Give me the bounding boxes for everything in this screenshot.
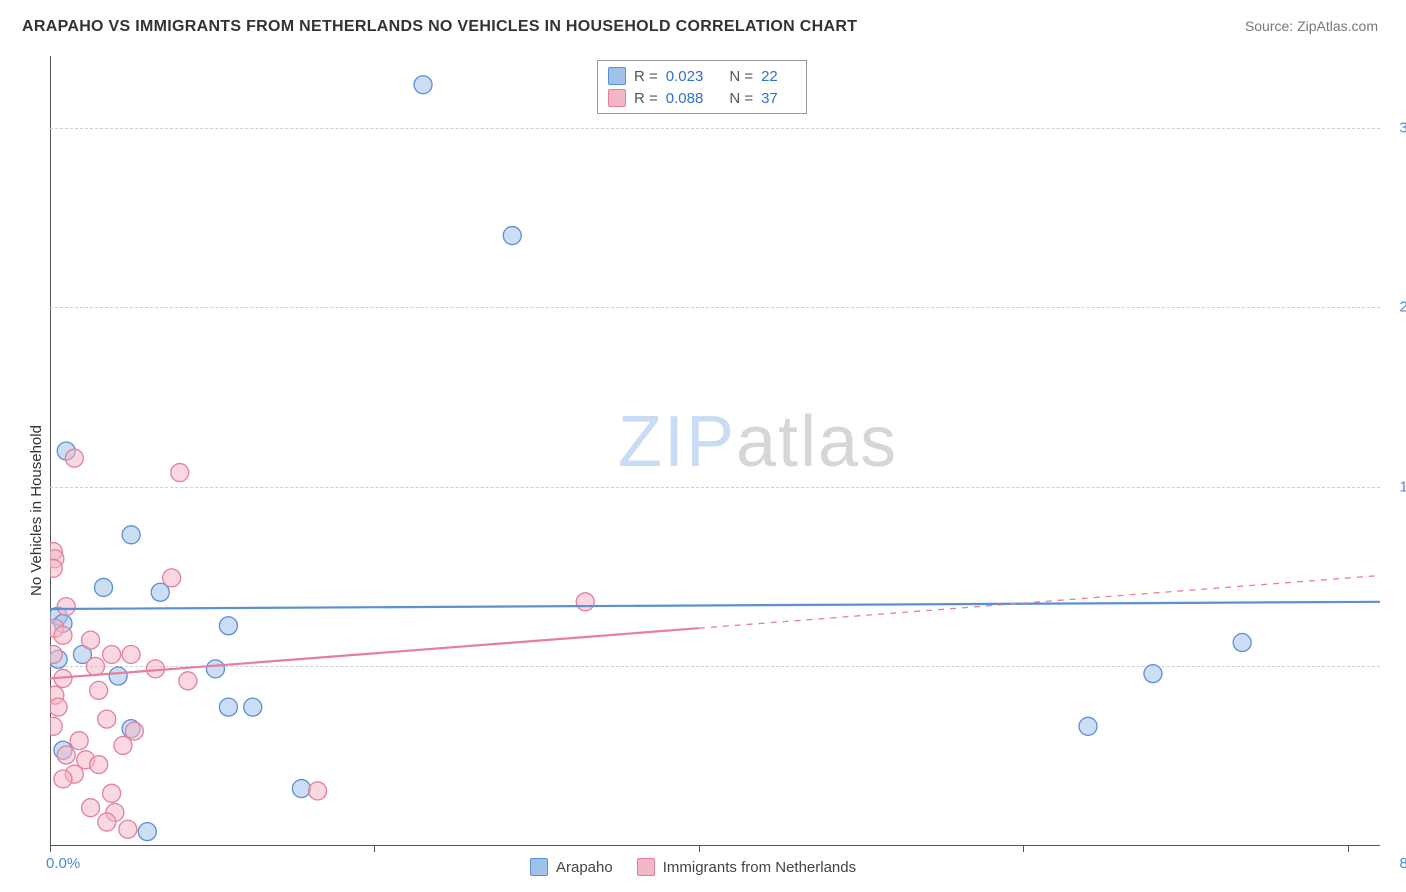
scatter-point (50, 698, 67, 716)
source-link[interactable]: ZipAtlas.com (1297, 18, 1378, 34)
scatter-point (82, 799, 100, 817)
trend-line-solid (50, 602, 1380, 609)
scatter-point (90, 756, 108, 774)
legend-r-value-1: 0.088 (666, 90, 704, 107)
chart-container: ARAPAHO VS IMMIGRANTS FROM NETHERLANDS N… (0, 0, 1406, 892)
scatter-point (244, 698, 262, 716)
scatter-point (414, 76, 432, 94)
scatter-point (309, 782, 327, 800)
scatter-point (70, 732, 88, 750)
legend-bottom-swatch-1 (637, 858, 655, 876)
scatter-point (103, 645, 121, 663)
scatter-point (50, 645, 62, 663)
legend-stats-box: R = 0.023 N = 22 R = 0.088 N = 37 (597, 60, 807, 114)
scatter-point (50, 717, 62, 735)
x-tick-mark (699, 846, 700, 852)
x-tick-mark (374, 846, 375, 852)
trend-line-solid (50, 628, 699, 678)
scatter-point (1144, 665, 1162, 683)
scatter-point (103, 784, 121, 802)
legend-bottom-swatch-0 (530, 858, 548, 876)
scatter-point (122, 526, 140, 544)
scatter-point (57, 746, 75, 764)
scatter-point (54, 770, 72, 788)
scatter-point (219, 698, 237, 716)
scatter-point (171, 464, 189, 482)
plot-area: 7.5%15.0%22.5%30.0% No Vehicles in House… (50, 56, 1380, 846)
legend-n-value-1: 37 (761, 90, 778, 107)
chart-svg (50, 56, 1380, 846)
scatter-point (54, 626, 72, 644)
scatter-point (98, 710, 116, 728)
scatter-point (576, 593, 594, 611)
y-axis-label: No Vehicles in Household (28, 425, 45, 596)
legend-swatch-0 (608, 67, 626, 85)
scatter-point (138, 823, 156, 841)
scatter-point (163, 569, 181, 587)
scatter-point (1079, 717, 1097, 735)
scatter-point (90, 681, 108, 699)
source-attribution: Source: ZipAtlas.com (1245, 18, 1378, 34)
x-axis-start-label: 0.0% (46, 855, 80, 872)
legend-bottom: Arapaho Immigrants from Netherlands (530, 858, 856, 876)
legend-stats-row-0: R = 0.023 N = 22 (608, 65, 796, 87)
legend-bottom-item-0: Arapaho (530, 858, 613, 876)
scatter-point (1233, 634, 1251, 652)
legend-bottom-item-1: Immigrants from Netherlands (637, 858, 856, 876)
scatter-point (292, 780, 310, 798)
scatter-point (82, 631, 100, 649)
scatter-point (503, 227, 521, 245)
scatter-point (50, 559, 62, 577)
scatter-point (57, 598, 75, 616)
scatter-point (119, 820, 137, 838)
legend-r-value-0: 0.023 (666, 68, 704, 85)
y-tick-label: 22.5% (1399, 299, 1406, 316)
legend-r-label-1: R = (634, 90, 658, 107)
scatter-point (179, 672, 197, 690)
x-tick-mark (1348, 846, 1349, 852)
chart-title: ARAPAHO VS IMMIGRANTS FROM NETHERLANDS N… (22, 18, 857, 36)
x-tick-mark (50, 846, 51, 852)
scatter-point (219, 617, 237, 635)
legend-bottom-label-0: Arapaho (556, 859, 613, 876)
scatter-point (86, 657, 104, 675)
legend-n-label-1: N = (729, 90, 753, 107)
legend-r-label-0: R = (634, 68, 658, 85)
scatter-point (122, 645, 140, 663)
legend-swatch-1 (608, 89, 626, 107)
scatter-point (114, 736, 132, 754)
y-tick-label: 30.0% (1399, 119, 1406, 136)
legend-bottom-label-1: Immigrants from Netherlands (663, 859, 856, 876)
scatter-point (98, 813, 116, 831)
scatter-point (109, 667, 127, 685)
source-prefix: Source: (1245, 18, 1297, 34)
x-tick-mark (1023, 846, 1024, 852)
scatter-point (65, 449, 83, 467)
y-tick-label: 15.0% (1399, 478, 1406, 495)
legend-n-value-0: 22 (761, 68, 778, 85)
legend-n-label-0: N = (729, 68, 753, 85)
scatter-point (206, 660, 224, 678)
scatter-point (95, 578, 113, 596)
legend-stats-row-1: R = 0.088 N = 37 (608, 87, 796, 109)
x-axis-end-label: 80.0% (1399, 855, 1406, 872)
